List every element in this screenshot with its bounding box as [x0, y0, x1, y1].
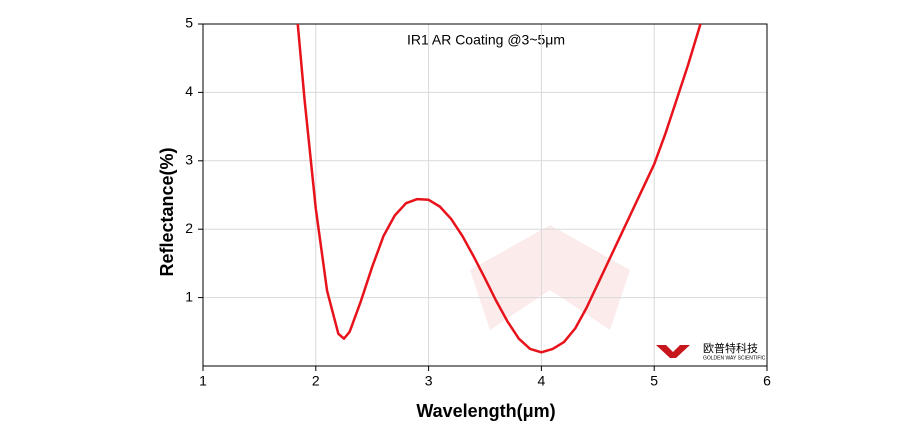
x-axis-label: Wavelength(μm)	[416, 401, 555, 421]
x-tick-label: 5	[650, 373, 658, 389]
x-tick-label: 1	[199, 373, 207, 389]
y-tick-label: 3	[185, 152, 193, 168]
x-tick-label: 4	[538, 373, 546, 389]
x-tick-label: 3	[425, 373, 433, 389]
plot-frame	[202, 23, 768, 367]
chart-title: IR1 AR Coating @3~5μm	[407, 32, 565, 48]
y-axis-label: Reflectance(%)	[157, 147, 177, 276]
y-tick-label: 2	[185, 220, 193, 236]
line	[296, 23, 702, 354]
x-tick-label: 2	[312, 373, 320, 389]
logo-name: 欧普特科技	[703, 341, 758, 355]
y-tick-label: 1	[185, 288, 193, 304]
y-tick-label: 5	[185, 15, 193, 31]
logo-subtitle: GOLDEN WAY SCIENTIFIC	[703, 355, 766, 361]
watermark	[470, 225, 630, 330]
logo-icon	[656, 345, 690, 358]
y-tick-label: 4	[185, 83, 193, 99]
watermark-shape	[470, 225, 630, 330]
x-tick-label: 6	[763, 373, 771, 389]
